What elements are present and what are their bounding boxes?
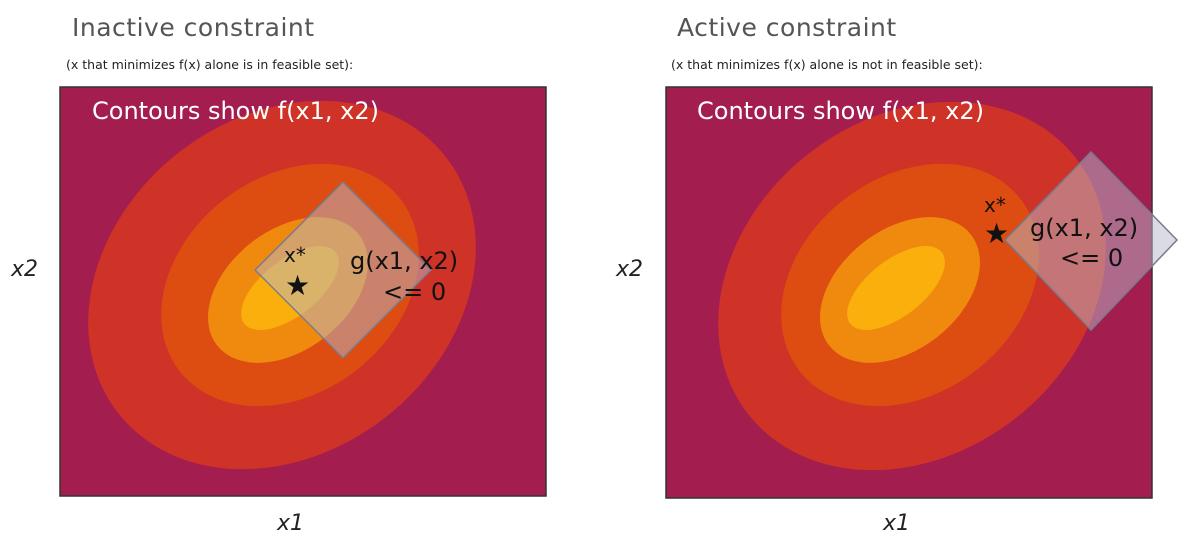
feasible-region [1003, 150, 1179, 332]
contour-plot [59, 86, 547, 497]
feasible-region [253, 180, 433, 360]
optimum-star-icon: ★ [285, 269, 310, 302]
constraint-label: g(x1, x2) [1030, 214, 1138, 242]
y-axis-label: x2 [10, 257, 38, 282]
constraint-label: g(x1, x2) [350, 247, 458, 275]
constraint-inequality: <= 0 [1060, 244, 1123, 272]
panel-title: Inactive constraint [72, 13, 315, 42]
panel-subtitle: (x that minimizes f(x) alone is not in f… [671, 57, 983, 72]
constraint-inequality: <= 0 [383, 278, 446, 306]
panel-subtitle: (x that minimizes f(x) alone is in feasi… [66, 57, 353, 72]
optimum-label: x* [284, 243, 306, 267]
plot-border [665, 86, 1153, 499]
x-axis-label: x1 [276, 511, 304, 536]
panel-title: Active constraint [677, 13, 897, 42]
plot-border [59, 86, 547, 497]
contour-caption: Contours show f(x1, x2) [92, 97, 379, 125]
panel-inactive: Inactive constraint (x that minimizes f(… [10, 13, 547, 536]
x-axis-label: x1 [882, 511, 910, 536]
y-axis-label: x2 [615, 257, 643, 282]
optimum-label: x* [984, 193, 1006, 217]
contour-caption: Contours show f(x1, x2) [697, 97, 984, 125]
panel-active: Active constraint (x that minimizes f(x)… [615, 13, 1179, 536]
contour-plot [665, 86, 1179, 499]
contour-level-4 [847, 246, 945, 330]
optimum-star-icon: ★ [984, 217, 1009, 250]
